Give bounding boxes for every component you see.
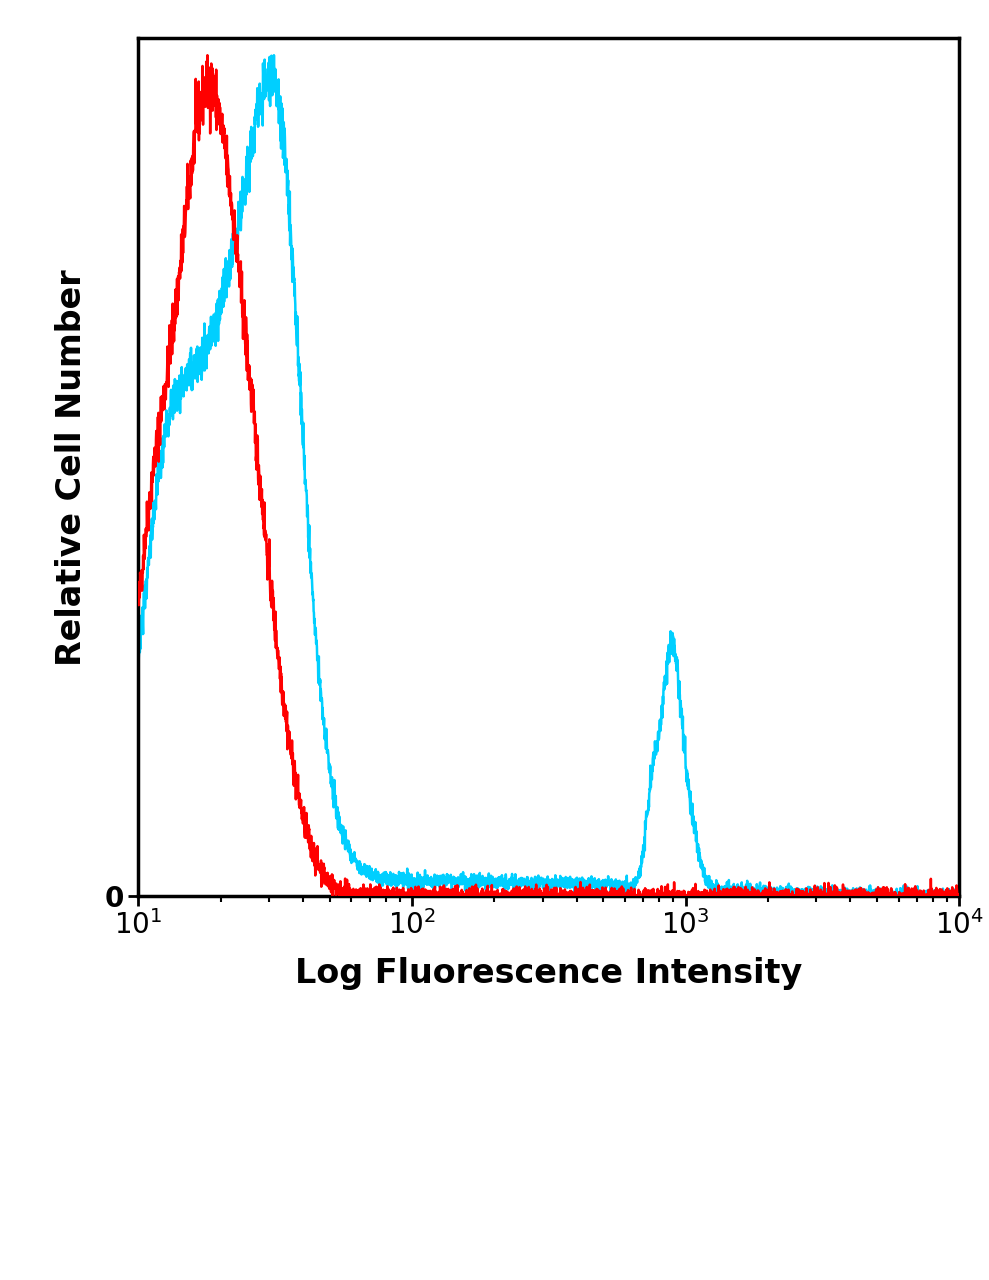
X-axis label: Log Fluorescence Intensity: Log Fluorescence Intensity bbox=[296, 957, 802, 991]
Y-axis label: Relative Cell Number: Relative Cell Number bbox=[54, 269, 88, 666]
